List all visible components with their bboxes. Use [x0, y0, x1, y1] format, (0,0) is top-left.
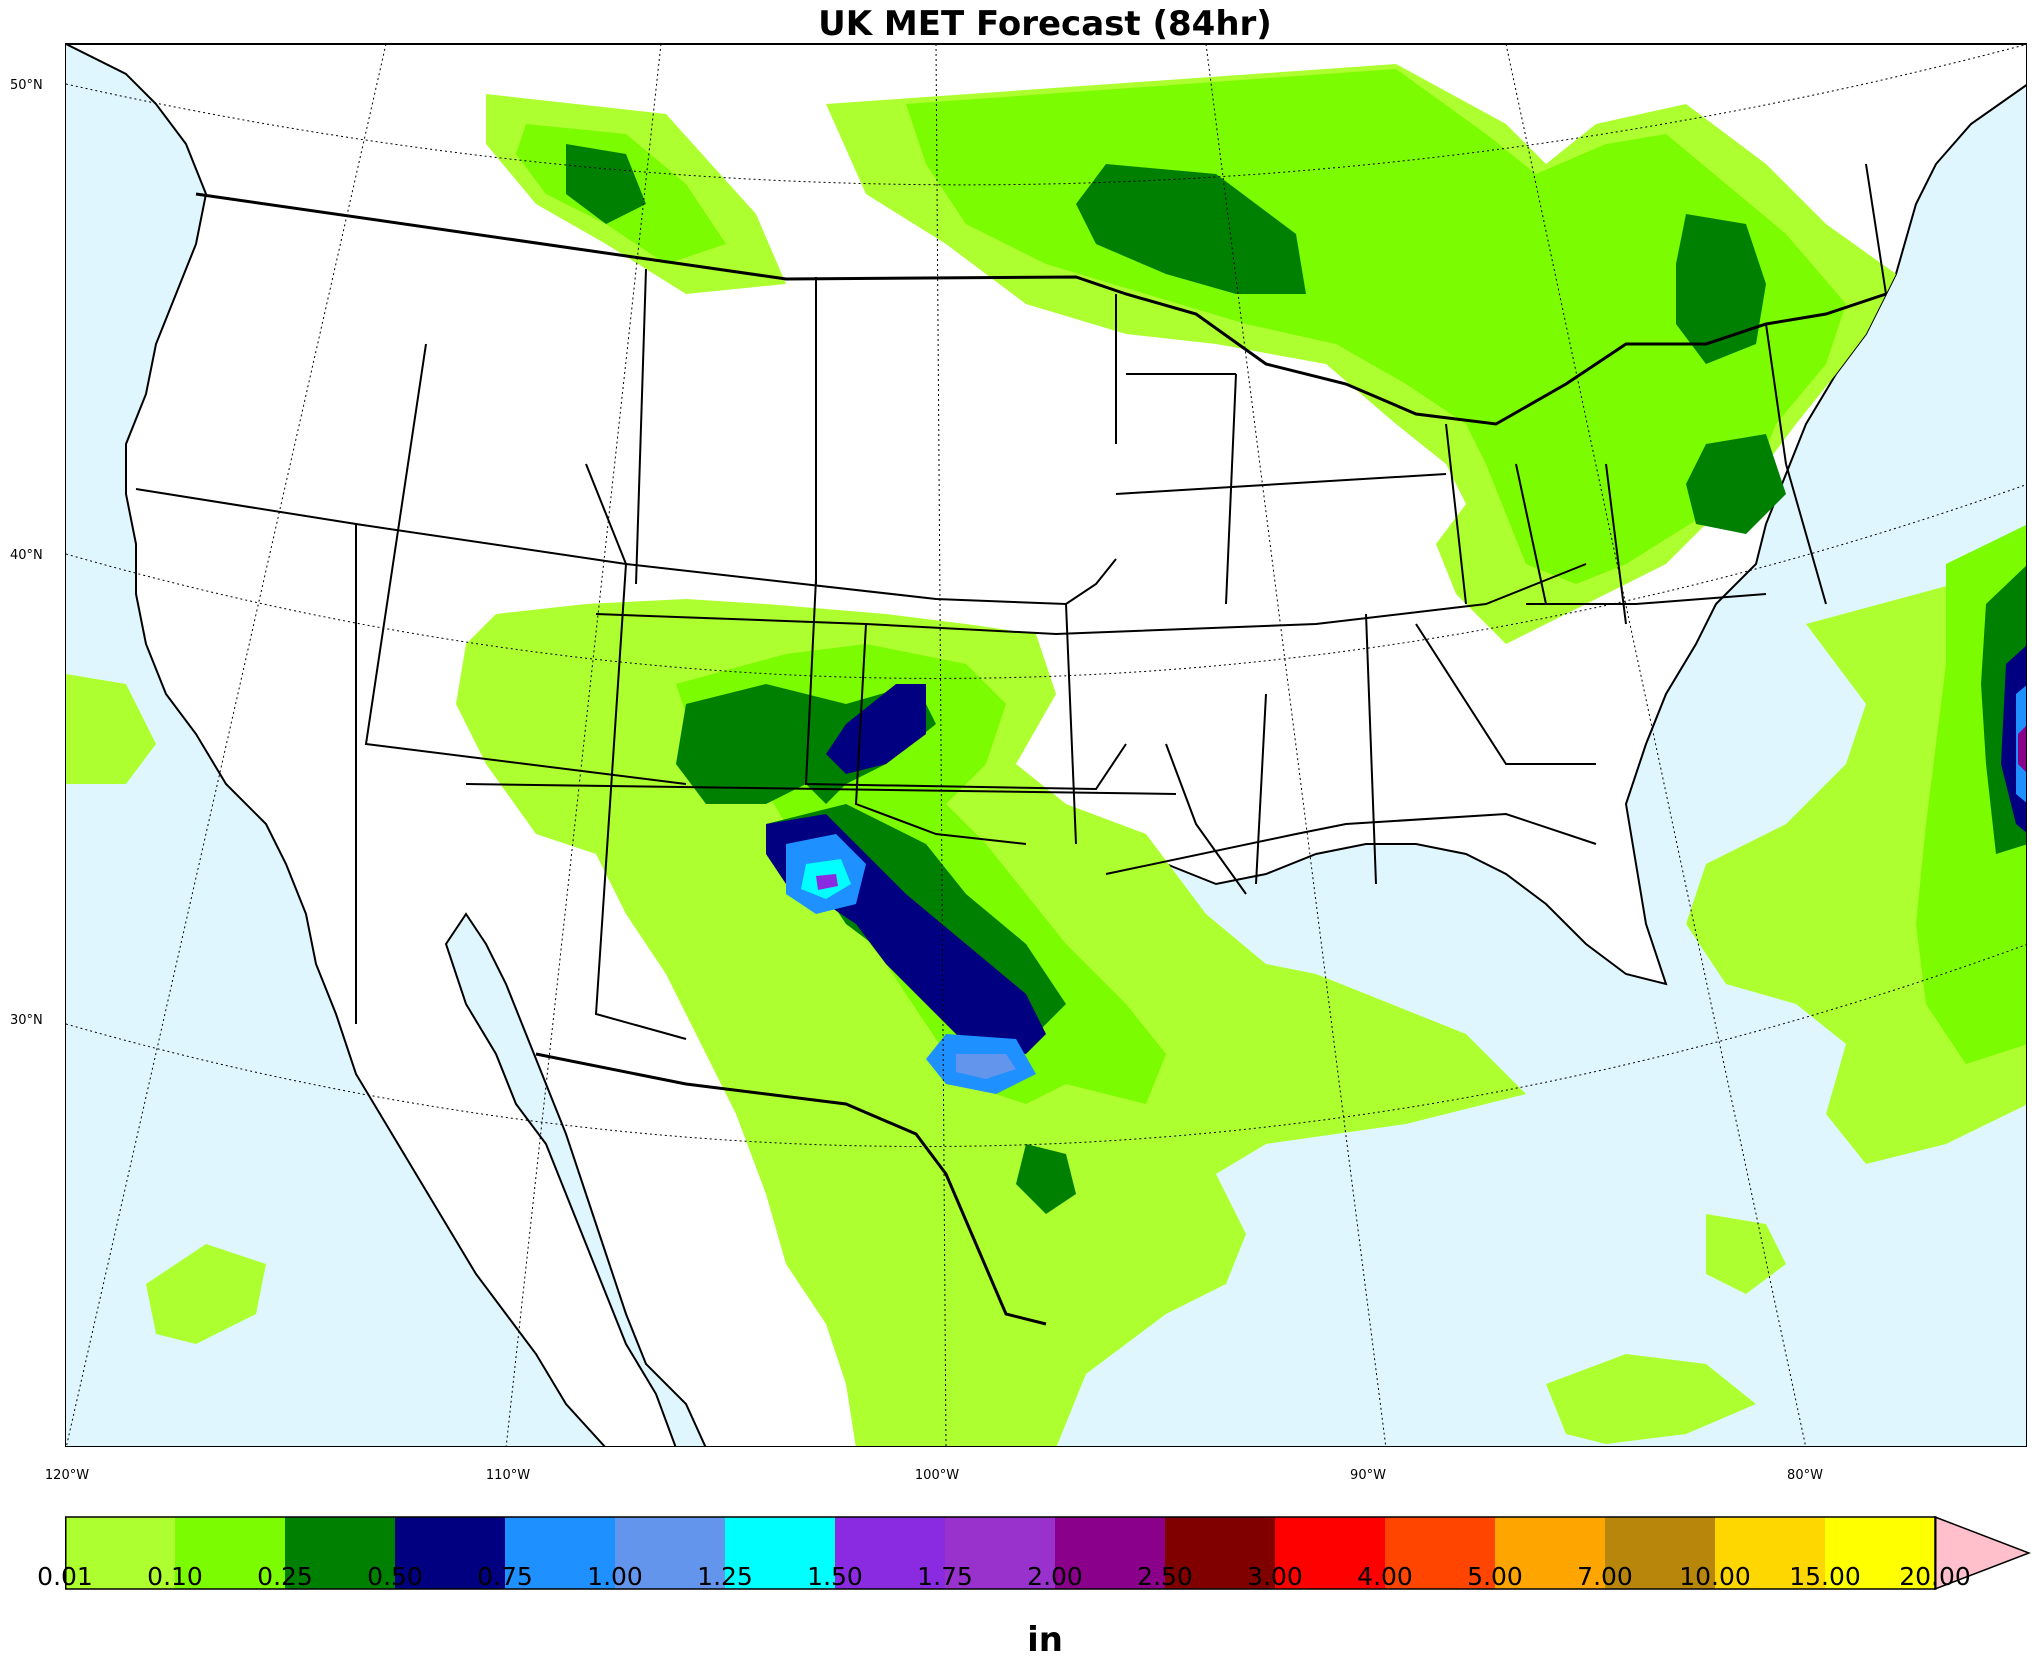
colorbar-tick-label: 10.00	[1679, 1562, 1751, 1591]
map-title: UK MET Forecast (84hr)	[818, 4, 1272, 44]
colorbar-tick-label: 4.00	[1357, 1562, 1413, 1591]
colorbar-outline	[65, 1516, 1937, 1590]
colorbar-swatch	[505, 1517, 615, 1589]
colorbar-swatch	[945, 1517, 1055, 1589]
lat-label-30: 30°N	[10, 1013, 43, 1028]
colorbar-tick-label: 0.01	[37, 1562, 93, 1591]
colorbar-tick-label: 7.00	[1577, 1562, 1633, 1591]
colorbar-swatch	[65, 1517, 175, 1589]
lat-label-50: 50°N	[10, 78, 43, 93]
colorbar-tick-label: 1.25	[697, 1562, 753, 1591]
colorbar-tick-label: 0.75	[477, 1562, 533, 1591]
colorbar-tick-label: 3.00	[1247, 1562, 1303, 1591]
colorbar-swatch	[285, 1517, 395, 1589]
colorbar-swatch	[175, 1517, 285, 1589]
colorbar-swatch	[395, 1517, 505, 1589]
colorbar-swatch	[1605, 1517, 1715, 1589]
precipitation-map	[65, 43, 2027, 1447]
colorbar-tick-label: 0.50	[367, 1562, 423, 1591]
colorbar-tick-label: 1.00	[587, 1562, 643, 1591]
colorbar-swatch	[1385, 1517, 1495, 1589]
colorbar-swatch	[1275, 1517, 1385, 1589]
map-canvas	[66, 44, 2026, 1446]
colorbar-swatch	[1055, 1517, 1165, 1589]
graticule	[66, 44, 2026, 1446]
colorbar-units: in	[1027, 1620, 1063, 1660]
colorbar-swatch	[1165, 1517, 1275, 1589]
colorbar-tick-label: 2.00	[1027, 1562, 1083, 1591]
precip-contours-150	[801, 726, 2026, 1079]
lat-label-40: 40°N	[10, 548, 43, 563]
lon-label-90: 90°W	[1350, 1468, 1386, 1483]
colorbar-swatch	[1715, 1517, 1825, 1589]
state-borders	[135, 163, 1887, 1326]
colorbar-tick-label: 5.00	[1467, 1562, 1523, 1591]
lon-label-120: 120°W	[44, 1468, 90, 1483]
colorbar-swatch	[615, 1517, 725, 1589]
colorbar-tick-label: 2.50	[1137, 1562, 1193, 1591]
colorbar-swatch	[1825, 1517, 1935, 1589]
colorbar-tick-label: 20.00	[1899, 1562, 1971, 1591]
colorbar-swatch	[725, 1517, 835, 1589]
colorbar-tick-label: 15.00	[1789, 1562, 1861, 1591]
colorbar	[65, 1516, 2031, 1590]
colorbar-tick-label: 1.50	[807, 1562, 863, 1591]
colorbar-tick-label: 1.75	[917, 1562, 973, 1591]
colorbar-tick-label: 0.25	[257, 1562, 313, 1591]
colorbar-swatch	[1495, 1517, 1605, 1589]
colorbar-swatch	[835, 1517, 945, 1589]
lon-label-100: 100°W	[914, 1468, 960, 1483]
lon-label-80: 80°W	[1787, 1468, 1823, 1483]
lon-label-110: 110°W	[485, 1468, 531, 1483]
colorbar-tick-label: 0.10	[147, 1562, 203, 1591]
